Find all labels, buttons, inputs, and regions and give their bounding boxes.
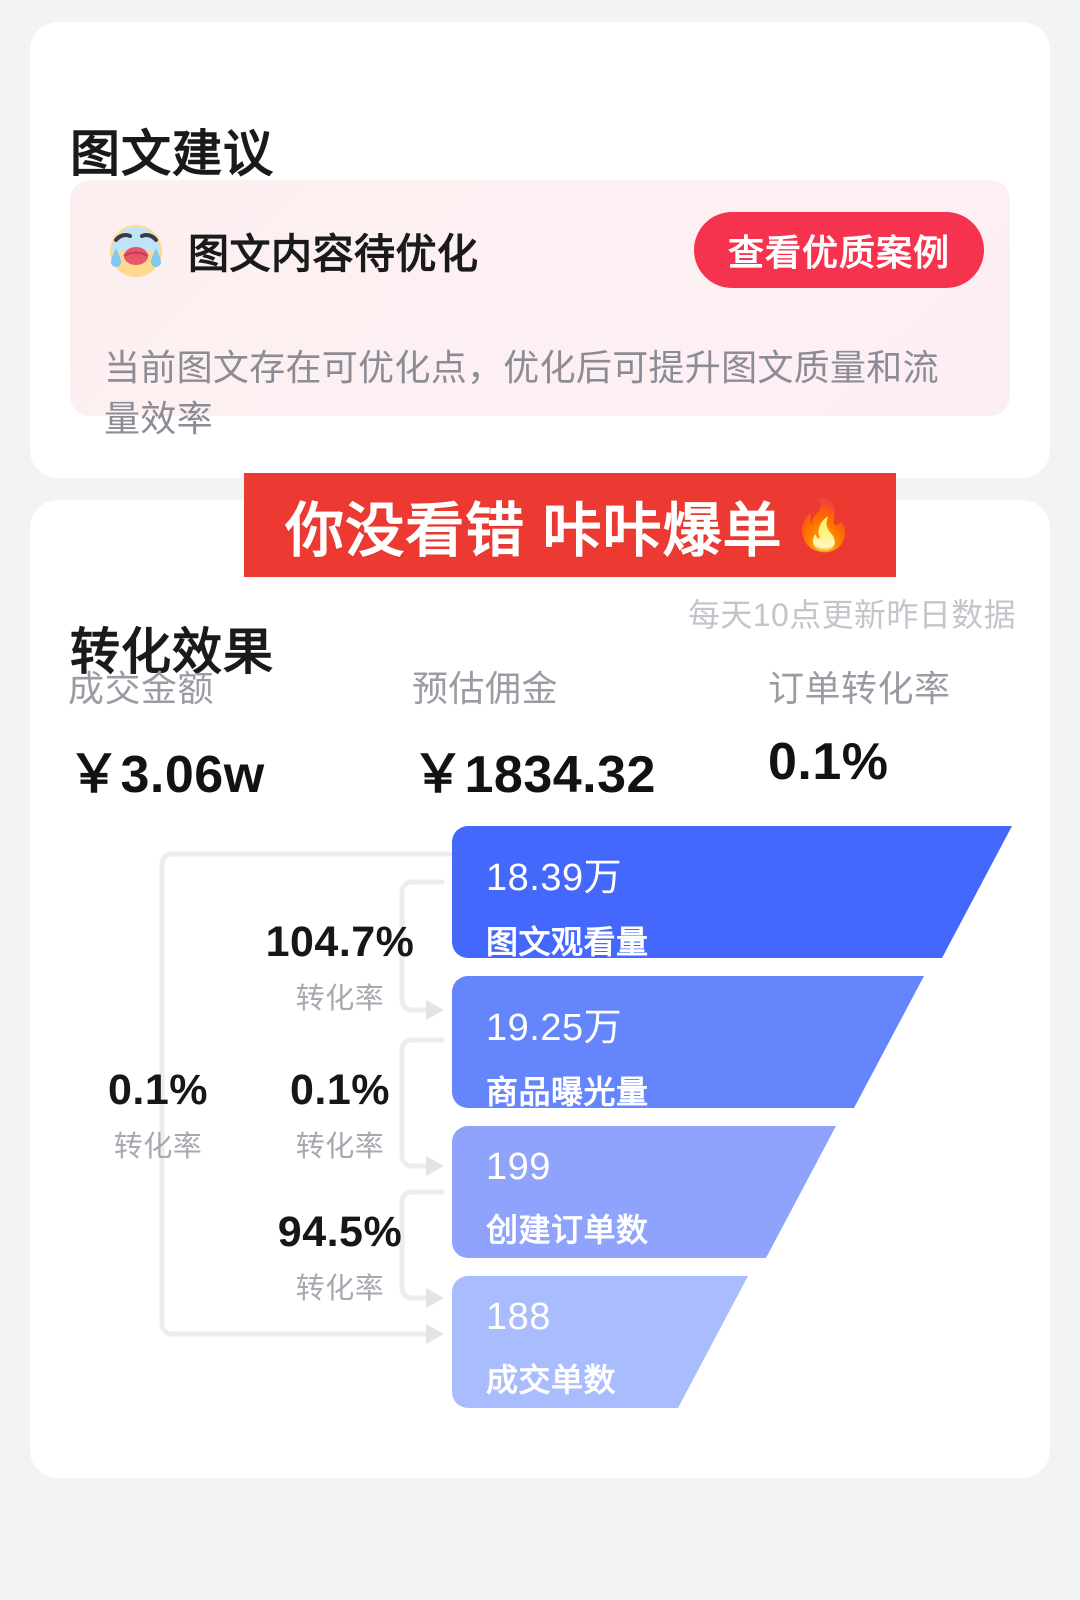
crying-face-emoji xyxy=(104,218,168,282)
optimization-alert-box: 图文内容待优化 查看优质案例 当前图文存在可优化点，优化后可提升图文质量和流量效… xyxy=(70,180,1010,439)
funnel-connector-1 xyxy=(399,879,445,1013)
alert-header-row: 图文内容待优化 查看优质案例 xyxy=(104,212,984,290)
kpi-label: 预估佣金 xyxy=(412,668,559,709)
section-title: 转化效果 xyxy=(70,623,274,680)
promo-banner-overlay: 你没看错 咔咔爆单 🔥 xyxy=(244,473,896,577)
alert-description: 当前图文存在可优化点，优化后可提升图文质量和流量效率 xyxy=(104,347,939,440)
kpi-order-conversion-rate: 订单转化率 0.1% xyxy=(768,660,951,792)
funnel-arrow-3 xyxy=(426,1288,444,1308)
funnel-arrow-1 xyxy=(426,1000,444,1020)
view-quality-cases-button[interactable]: 查看优质案例 xyxy=(693,212,984,288)
alert-headline: 图文内容待优化 xyxy=(188,231,479,277)
fire-emoji: 🔥 xyxy=(792,497,855,553)
kpi-value: 0.1% xyxy=(768,733,889,791)
kpi-estimated-commission: 预估佣金 ￥1834.32 xyxy=(412,660,656,807)
funnel-bar-1[interactable] xyxy=(452,976,924,1108)
funnel-connector-2 xyxy=(399,1037,445,1169)
kpi-row: 成交金额 ￥3.06w 预估佣金 ￥1834.32 订单转化率 0.1% xyxy=(30,660,1050,810)
funnel-connector-3 xyxy=(399,1189,445,1301)
data-update-note: 每天10点更新昨日数据 xyxy=(688,597,1016,633)
funnel-arrow-outer xyxy=(426,1324,444,1344)
funnel-arrow-2 xyxy=(426,1156,444,1176)
kpi-label: 成交金额 xyxy=(68,668,215,709)
image-text-suggestion-card: 图文建议 图文内容待优化 查看优质案例 xyxy=(30,22,1050,478)
kpi-value: ￥3.06w xyxy=(68,746,265,804)
kpi-value: ￥1834.32 xyxy=(412,746,656,804)
conversion-funnel-chart: 18.39万 图文观看量 19.25万 商品曝光量 199 创建订单数 188 … xyxy=(30,818,1050,1458)
funnel-bar-0[interactable] xyxy=(452,826,1012,958)
funnel-bar-3[interactable] xyxy=(452,1276,748,1408)
kpi-gmv: 成交金额 ￥3.06w xyxy=(68,660,265,807)
promo-banner-text: 你没看错 咔咔爆单 xyxy=(285,497,783,564)
kpi-label: 订单转化率 xyxy=(768,668,951,709)
funnel-connector-outer xyxy=(159,851,459,1337)
page-title: 图文建议 xyxy=(70,125,274,182)
conversion-effect-card: 转化效果 每天10点更新昨日数据 成交金额 ￥3.06w 预估佣金 ￥1834.… xyxy=(30,500,1050,1478)
funnel-bar-2[interactable] xyxy=(452,1126,836,1258)
